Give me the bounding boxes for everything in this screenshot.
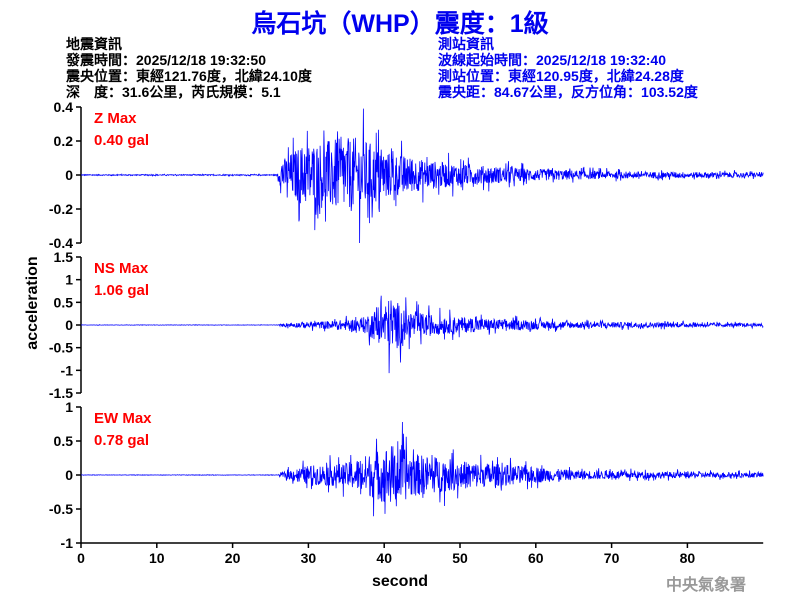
y-tick-label: 0.5 <box>54 433 74 449</box>
y-tick-label: 1 <box>65 272 73 288</box>
x-tick-label: 20 <box>225 550 241 566</box>
waveform-NS <box>80 295 764 374</box>
x-axis-label: second <box>372 573 428 590</box>
x-tick-label: 40 <box>376 550 392 566</box>
y-tick-label: 0.2 <box>54 133 74 149</box>
waveform-Z <box>81 108 764 244</box>
y-tick-label: -0.5 <box>49 501 73 517</box>
waveform-start-time: 波線起始時間：2025/12/18 19:32:40 <box>438 52 666 68</box>
x-tick-label: 30 <box>301 550 317 566</box>
station-location: 測站位置：東經120.95度，北緯24.28度 <box>438 68 684 84</box>
x-tick-label: 50 <box>452 550 468 566</box>
x-tick-label: 60 <box>528 550 544 566</box>
x-tick-label: 70 <box>604 550 620 566</box>
waveform-EW <box>81 421 764 517</box>
y-tick-label: 0.4 <box>54 99 74 115</box>
y-tick-label: 0 <box>65 317 73 333</box>
y-tick-label: 0 <box>65 467 73 483</box>
component-max-value: 0.78 gal <box>94 432 149 449</box>
y-tick-label: 1.5 <box>54 249 74 265</box>
y-tick-label: 1 <box>65 399 73 415</box>
component-max-value: 0.40 gal <box>94 132 149 149</box>
y-tick-label: 0.5 <box>54 294 74 310</box>
cwa-watermark: 中央氣象署 <box>665 575 746 594</box>
y-tick-label: -1 <box>61 362 74 378</box>
quake-location: 震央位置：東經121.76度，北緯24.10度 <box>66 68 312 84</box>
y-tick-label: -1 <box>61 535 74 551</box>
y-tick-label: -0.2 <box>49 201 73 217</box>
x-tick-label: 10 <box>149 550 165 566</box>
quake-time: 發震時間：2025/12/18 19:32:50 <box>66 52 266 68</box>
chart-title: 烏石坑（WHP）震度：1級 <box>251 10 549 38</box>
y-tick-label: -0.4 <box>49 235 73 251</box>
component-max-title: NS Max <box>94 260 149 277</box>
x-tick-label: 0 <box>77 550 85 566</box>
component-max-title: EW Max <box>94 410 152 427</box>
station-info-heading: 測站資訊 <box>438 36 494 52</box>
x-tick-label: 80 <box>680 550 696 566</box>
y-tick-label: 0 <box>65 167 73 183</box>
station-info: 測站資訊 波線起始時間：2025/12/18 19:32:40 測站位置：東經1… <box>438 36 698 100</box>
epicentral-distance: 震央距：84.67公里，反方位角：103.52度 <box>438 84 698 100</box>
quake-depth-magnitude: 深 度：31.6公里，芮氏規模：5.1 <box>66 84 281 100</box>
quake-info-heading: 地震資訊 <box>66 36 122 52</box>
y-tick-label: -1.5 <box>49 385 73 401</box>
component-max-title: Z Max <box>94 110 137 127</box>
component-max-value: 1.06 gal <box>94 282 149 299</box>
y-axis-label: acceleration <box>24 256 41 349</box>
earthquake-info: 地震資訊 發震時間：2025/12/18 19:32:50 震央位置：東經121… <box>66 36 312 100</box>
y-tick-label: -0.5 <box>49 340 73 356</box>
